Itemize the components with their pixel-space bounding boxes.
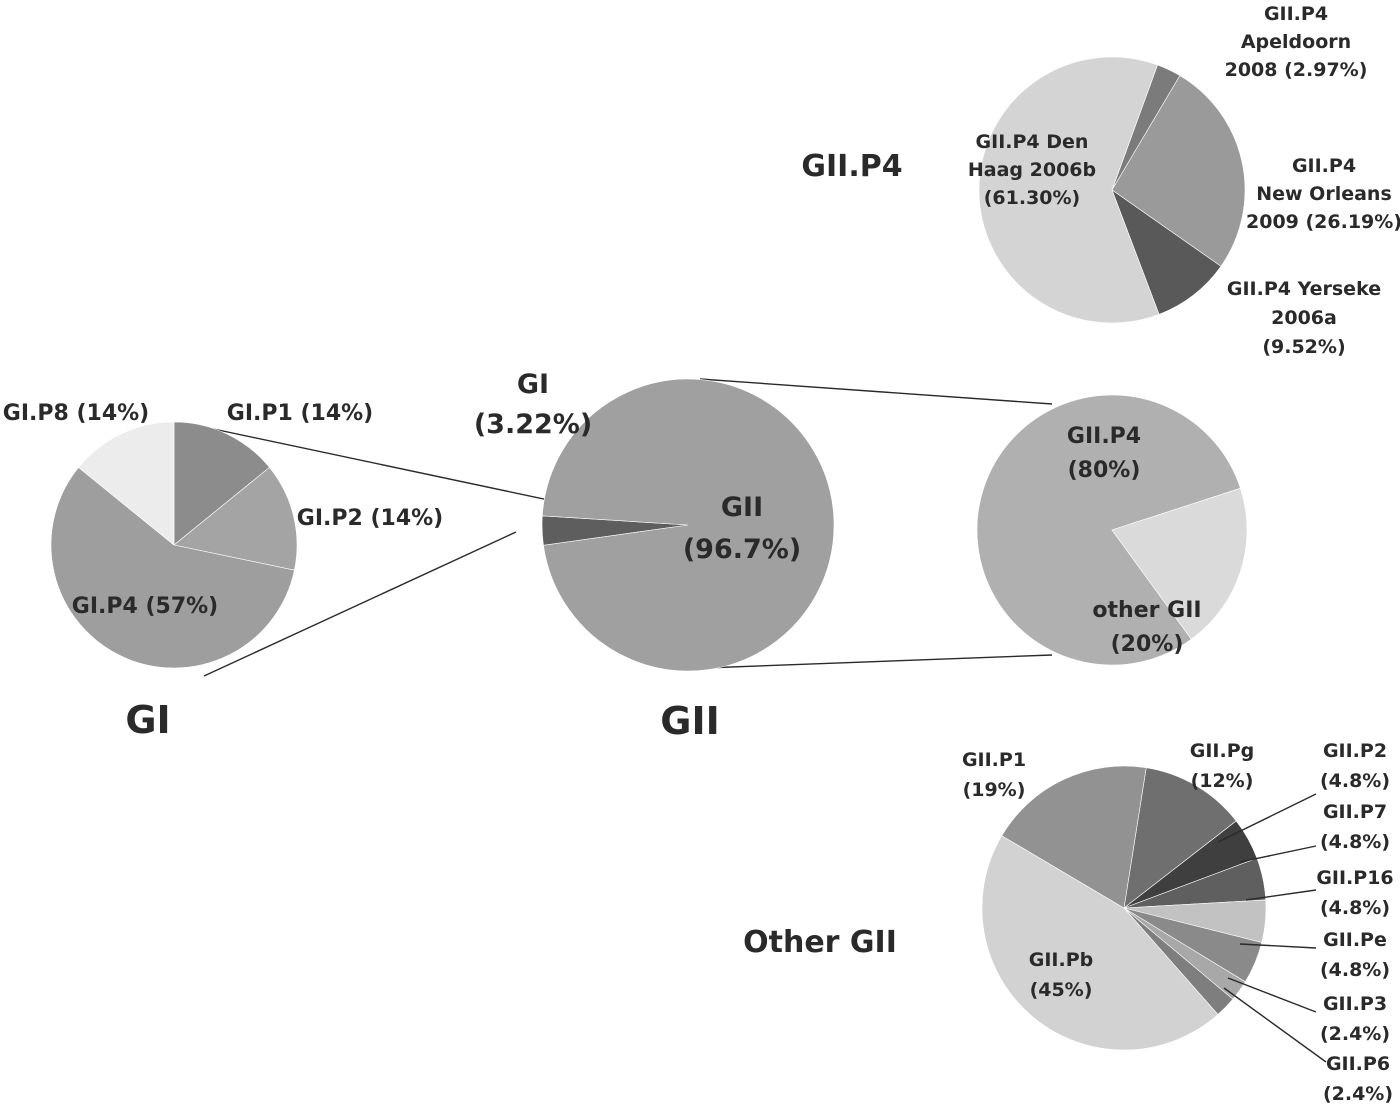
slice-label-gii-p4-gii-p4-den: GII.P4 Den Haag 2006b (61.30%) — [968, 131, 1096, 209]
leader-gii-p3 — [1227, 977, 1317, 1013]
pie-gi — [50, 421, 298, 669]
chart-title-all: GII — [660, 699, 719, 743]
slice-gi-gi-p8-14 — [78, 421, 175, 546]
slice-label-gi-gi-p1-14: GI.P1 (14%) — [227, 401, 373, 426]
slice-label-other-gii-gii-p1: GII.P1 (19%) — [962, 749, 1026, 801]
connector-gii-top — [699, 378, 1053, 405]
slice-label-other-gii-gii-p2: GII.P2 (4.8%) — [1320, 740, 1390, 792]
slice-label-gii-p4-gii-p4: GII.P4 New Orleans 2009 (26.19%) — [1246, 155, 1400, 233]
pie-gii — [976, 394, 1248, 666]
slice-other-gii-gii-pg — [1123, 767, 1237, 909]
connector-gi-bottom — [203, 531, 517, 677]
slice-label-other-gii-gii-p3: GII.P3 (2.4%) — [1320, 993, 1390, 1045]
slice-label-gi-gi-p8-14: GI.P8 (14%) — [3, 401, 149, 426]
slice-label-other-gii-gii-p6: GII.P6 (2.4%) — [1323, 1053, 1393, 1105]
slice-label-other-gii-gii-pb: GII.Pb (45%) — [1029, 949, 1093, 1001]
slice-gii-p4-gii-p4-yerseke — [1111, 189, 1222, 315]
slice-label-gii-gii-p4: GII.P4 (80%) — [1067, 424, 1141, 483]
pie-gii-p4 — [978, 56, 1246, 324]
slice-label-other-gii-gii-p7: GII.P7 (4.8%) — [1320, 801, 1390, 853]
leader-gii-pe — [1239, 943, 1317, 949]
chart-title-other-gii: Other GII — [743, 925, 897, 960]
pie-other-gii — [981, 765, 1267, 1051]
slice-gii-gii-p4 — [976, 394, 1241, 666]
slice-label-gi-gi-p4-57: GI.P4 (57%) — [72, 594, 218, 619]
slice-all-gii — [541, 378, 835, 672]
slice-other-gii-gii-p1 — [1001, 765, 1147, 909]
chart-title-gii-p4: GII.P4 — [801, 149, 902, 184]
slice-gi-gi-p2-14 — [173, 467, 298, 571]
pie-all — [541, 378, 835, 672]
connector-gii-bottom — [703, 654, 1053, 669]
slice-label-other-gii-gii-p16: GII.P16 (4.8%) — [1316, 867, 1393, 919]
slice-label-other-gii-gii-pe: GII.Pe (4.8%) — [1320, 929, 1390, 981]
leader-gii-p16 — [1245, 889, 1317, 901]
other-gii-leader-lines — [1217, 793, 1327, 1063]
slice-gi-gi-p1-14 — [173, 421, 270, 546]
slice-other-gii-gii-pb — [981, 835, 1219, 1051]
slice-label-gii-other-gii: other GII (20%) — [1092, 598, 1201, 657]
slice-gii-p4-gii-p4 — [1111, 75, 1246, 267]
slice-gii-p4-gii-p4-den — [978, 56, 1160, 324]
leader-gii-p6 — [1223, 987, 1327, 1063]
slice-label-gi-gi-p2-14: GI.P2 (14%) — [297, 506, 443, 531]
slice-label-other-gii-gii-pg: GII.Pg (12%) — [1190, 740, 1254, 792]
slice-gi-gi-p4-57 — [50, 467, 295, 669]
slice-label-gii-p4-gii-p4-yerseke: GII.P4 Yerseke 2006a (9.52%) — [1227, 278, 1381, 358]
leader-gii-p2 — [1217, 793, 1317, 843]
chart-title-gi: GI — [125, 698, 170, 742]
slice-label-all-gii: GII (96.7%) — [683, 492, 801, 565]
slice-label-all-gi: GI (3.22%) — [474, 369, 592, 440]
slice-gii-other-gii — [1111, 487, 1248, 640]
slice-label-gii-p4-gii-p4: GII.P4 Apeldoorn 2008 (2.97%) — [1225, 3, 1368, 81]
leader-gii-p7 — [1239, 845, 1317, 863]
